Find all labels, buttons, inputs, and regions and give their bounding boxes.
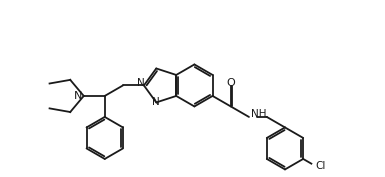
Text: N: N	[74, 91, 82, 101]
Text: Cl: Cl	[316, 161, 326, 171]
Text: O: O	[226, 78, 235, 88]
Text: NH: NH	[251, 109, 266, 119]
Text: N: N	[152, 97, 160, 107]
Text: N: N	[137, 78, 145, 88]
